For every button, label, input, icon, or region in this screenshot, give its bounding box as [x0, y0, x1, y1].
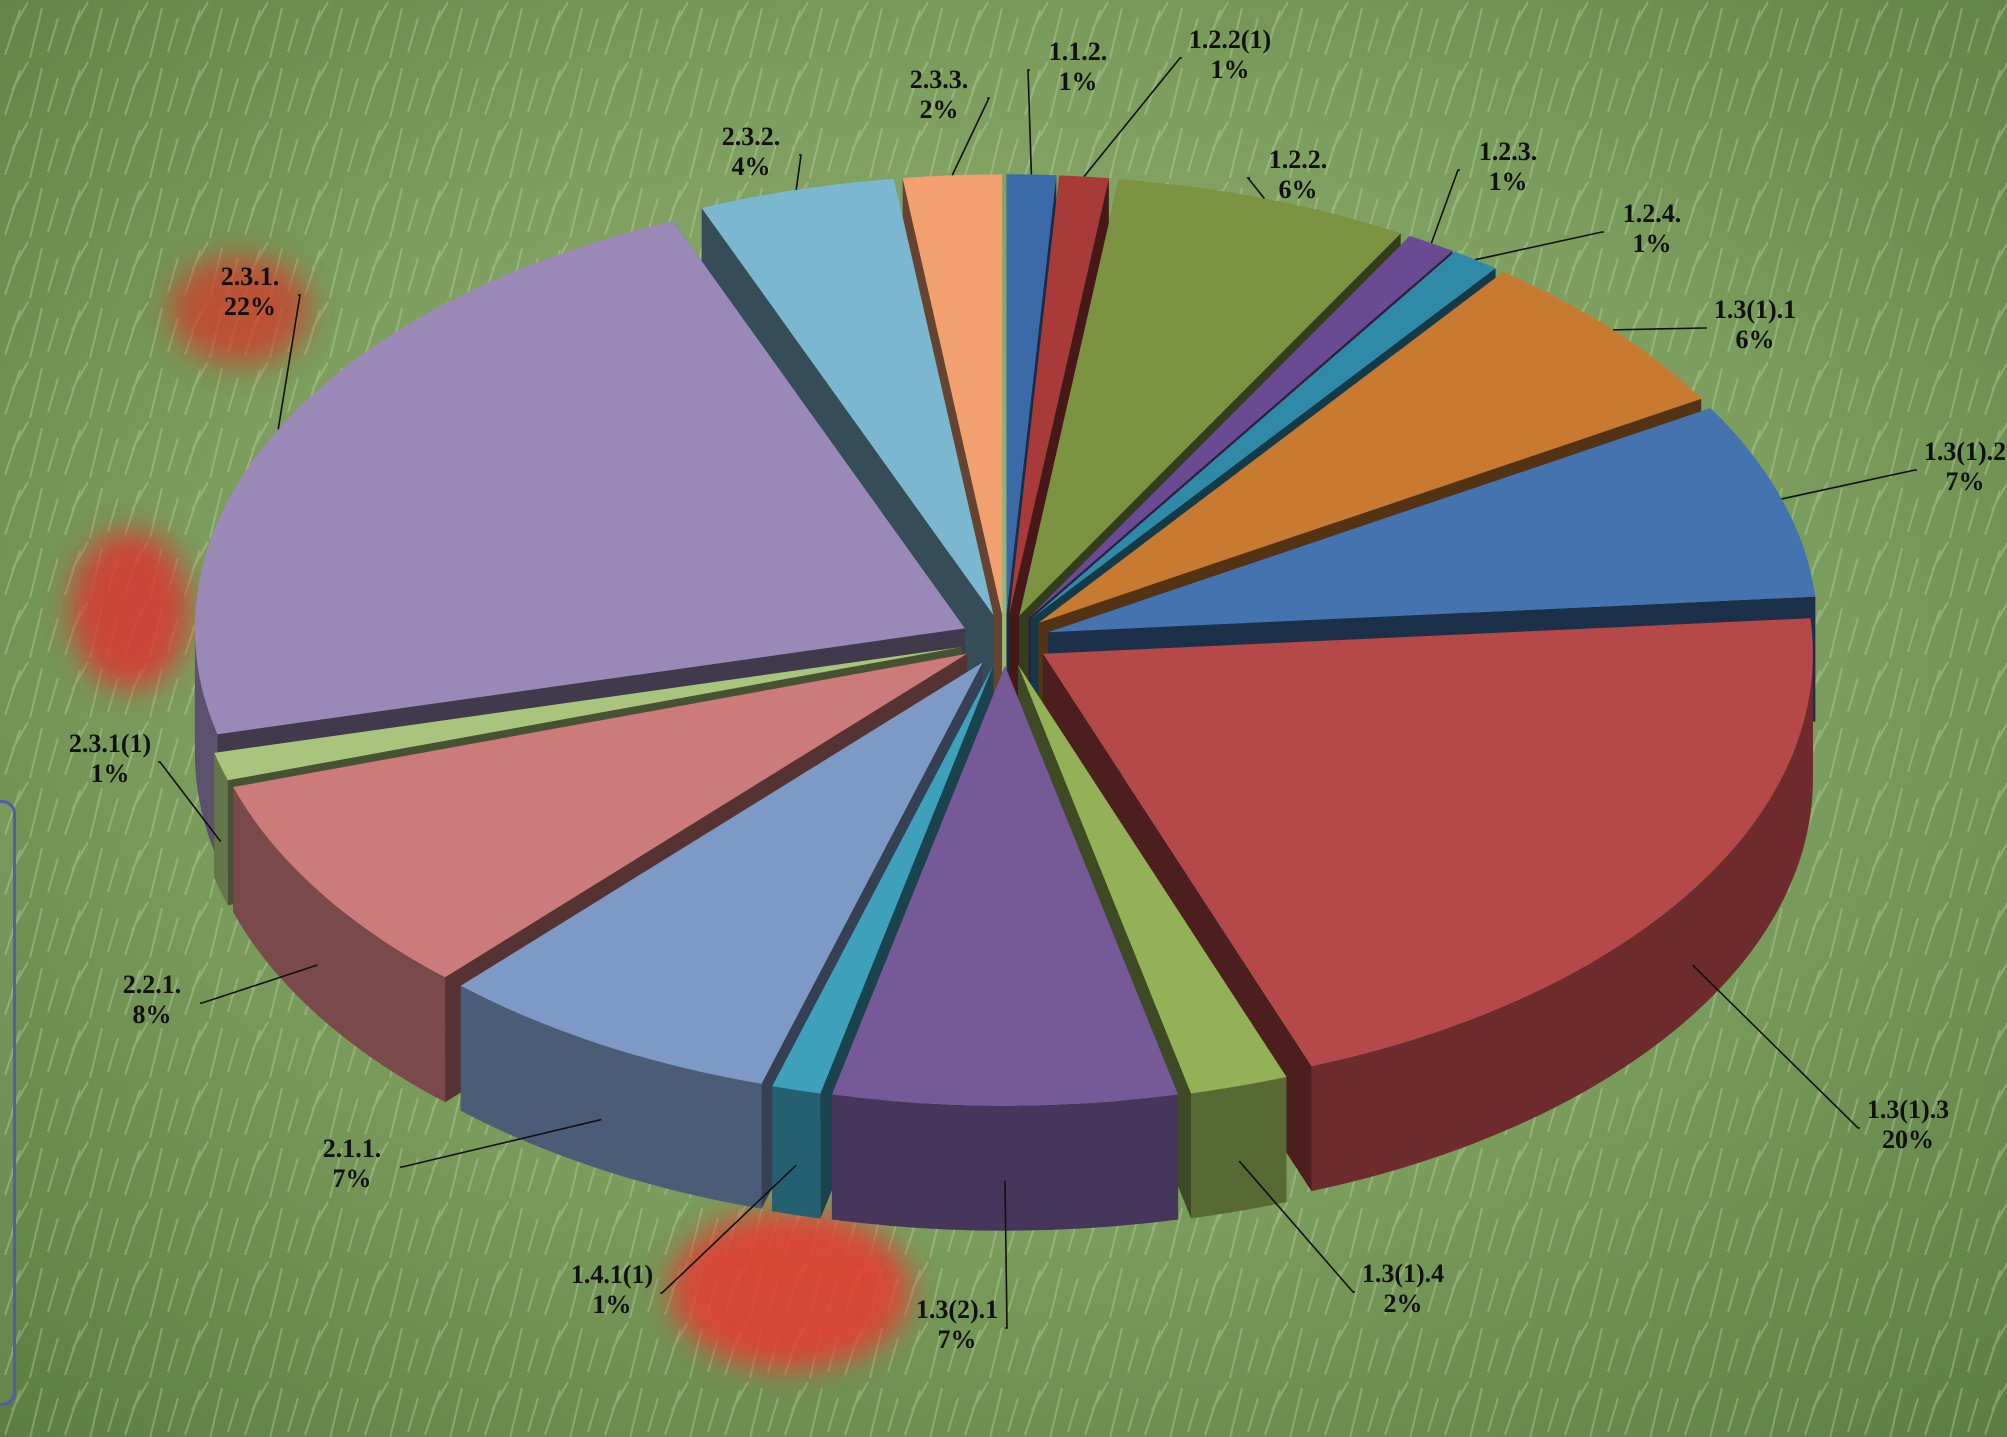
leader-line-1-2-2	[1246, 177, 1265, 199]
slice-percent-2-3-1: 22%	[224, 292, 276, 321]
slice-percent-2-1-1: 7%	[333, 1164, 372, 1193]
slice-label-2-3-2: 2.3.2.	[722, 122, 781, 151]
slice-label-1-2-2-1: 1.2.2(1)	[1189, 25, 1271, 54]
slice-percent-1-2-4: 1%	[1633, 229, 1672, 258]
slice-percent-1-3-1-4: 2%	[1384, 1289, 1423, 1318]
slice-percent-1-3-1-2: 7%	[1946, 467, 1985, 496]
slice-percent-2-3-2: 4%	[732, 152, 771, 181]
slice-label-2-1-1: 2.1.1.	[323, 1134, 382, 1163]
slice-label-1-3-1-1: 1.3(1).1	[1714, 295, 1796, 324]
leader-line-2-3-1	[277, 294, 301, 430]
leader-line-2-2-1	[200, 964, 318, 1004]
leader-line-1-2-4	[1475, 231, 1604, 261]
slice-label-1-3-1-4: 1.3(1).4	[1362, 1259, 1444, 1288]
slice-label-1-1-2: 1.1.2.	[1049, 37, 1108, 66]
slice-percent-1-2-3: 1%	[1489, 167, 1528, 196]
slice-label-1-4-1-1: 1.4.1(1)	[571, 1260, 653, 1289]
slice-percent-1-1-2: 1%	[1059, 67, 1098, 96]
slice-label-1-3-1-3: 1.3(1).3	[1867, 1095, 1949, 1124]
leader-line-1-4-1-1	[660, 1164, 797, 1294]
slice-percent-1-4-1-1: 1%	[593, 1290, 632, 1319]
side-panel	[0, 800, 16, 1406]
slice-label-1-3-2-1: 1.3(2).1	[916, 1295, 998, 1324]
slice-percent-1-3-1-1: 6%	[1736, 325, 1775, 354]
leader-line-2-1-1	[400, 1118, 602, 1168]
slice-label-2-3-1: 2.3.1.	[221, 262, 280, 291]
slice-percent-1-2-2-1: 1%	[1211, 55, 1250, 84]
slice-label-1-2-4: 1.2.4.	[1623, 199, 1682, 228]
leader-line-2-3-3	[951, 97, 991, 176]
leader-line-1-3-1-3	[1691, 964, 1860, 1129]
slice-percent-1-2-2: 6%	[1279, 175, 1318, 204]
slice-percent-2-3-1-1: 1%	[91, 759, 130, 788]
leader-line-1-3-2-1	[1004, 1180, 1008, 1329]
slice-label-2-3-3: 2.3.3.	[910, 65, 969, 94]
leader-line-2-3-1-1	[158, 761, 222, 843]
slice-percent-2-2-1: 8%	[133, 1000, 172, 1029]
leader-line-1-2-3	[1430, 169, 1460, 244]
slice-percent-1-3-2-1: 7%	[938, 1325, 977, 1354]
slice-percent-2-3-3: 2%	[920, 95, 959, 124]
leader-line-1-2-2-1	[1083, 57, 1182, 177]
slice-label-1-2-2: 1.2.2.	[1269, 145, 1328, 174]
leader-line-1-1-2	[1027, 69, 1033, 175]
leader-line-2-3-2	[795, 154, 802, 190]
slice-label-2-2-1: 2.2.1.	[123, 970, 182, 999]
leader-line-1-3-1-2	[1781, 469, 1917, 500]
slice-label-1-2-3: 1.2.3.	[1479, 137, 1538, 166]
leader-line-1-3-1-1	[1612, 327, 1707, 331]
pie-slice-1-3-2-1	[831, 665, 1179, 1231]
leader-line-1-3-1-4	[1238, 1160, 1355, 1293]
slice-label-2-3-1-1: 2.3.1(1)	[69, 729, 151, 758]
slice-label-1-3-1-2: 1.3(1).2	[1924, 437, 2006, 466]
slice-percent-1-3-1-3: 20%	[1882, 1125, 1934, 1154]
